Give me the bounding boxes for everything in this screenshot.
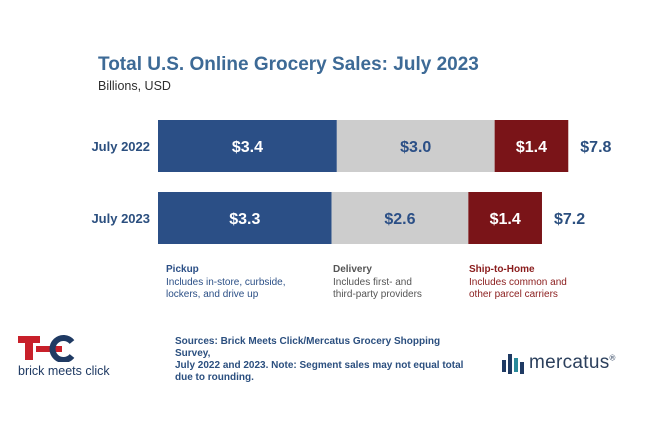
data-label: $1.4 (516, 139, 547, 156)
legend-pickup: Pickup Includes in-store, curbside, lock… (166, 264, 286, 302)
category-label: July 2022 (91, 139, 150, 154)
mercatus-logo: mercatus® (502, 352, 632, 378)
data-label: $2.6 (384, 211, 415, 228)
bar-segment (494, 120, 569, 172)
bar-segment (336, 120, 495, 172)
brick-meets-click-logo: brick meets click (18, 334, 138, 380)
data-label: $3.0 (400, 139, 431, 156)
chart-subtitle: Billions, USD (98, 79, 171, 93)
total-label: $7.2 (554, 211, 585, 228)
data-label: $3.4 (232, 139, 263, 156)
legend-pickup-title: Pickup (166, 264, 199, 275)
legend-ship-to-home: Ship-to-Home Includes common and other p… (469, 264, 567, 302)
bar-segment (331, 192, 469, 244)
bar-segment (468, 192, 542, 244)
legend-delivery: Delivery Includes first- and third-party… (333, 264, 422, 302)
sources-note: Sources: Brick Meets Click/Mercatus Groc… (175, 336, 464, 383)
legend-delivery-desc: Includes first- and third-party provider… (333, 276, 422, 301)
legend-delivery-title: Delivery (333, 264, 372, 275)
bar-segment (158, 120, 337, 172)
data-label: $3.3 (229, 211, 260, 228)
brick-meets-click-icon (18, 335, 75, 363)
brick-meets-click-wordmark: brick meets click (18, 364, 110, 378)
total-label: $7.8 (580, 139, 611, 156)
legend-ship-to-home-desc: Includes common and other parcel carrier… (469, 276, 567, 301)
chart-title: Total U.S. Online Grocery Sales: July 20… (98, 54, 479, 75)
legend-pickup-desc: Includes in-store, curbside, lockers, an… (166, 276, 286, 301)
category-label: July 2023 (91, 211, 150, 226)
data-label: $1.4 (490, 211, 521, 228)
mercatus-name: mercatus (529, 352, 610, 373)
mercatus-wordmark: mercatus® (529, 352, 616, 373)
bar-segment (158, 192, 332, 244)
legend-ship-to-home-title: Ship-to-Home (469, 264, 535, 275)
mercatus-icon (502, 354, 524, 374)
stacked-bar-chart: July 2022 $3.4 $3.0 $1.4 $7.8 July 2023 $3.3 $2… (91, 120, 612, 244)
